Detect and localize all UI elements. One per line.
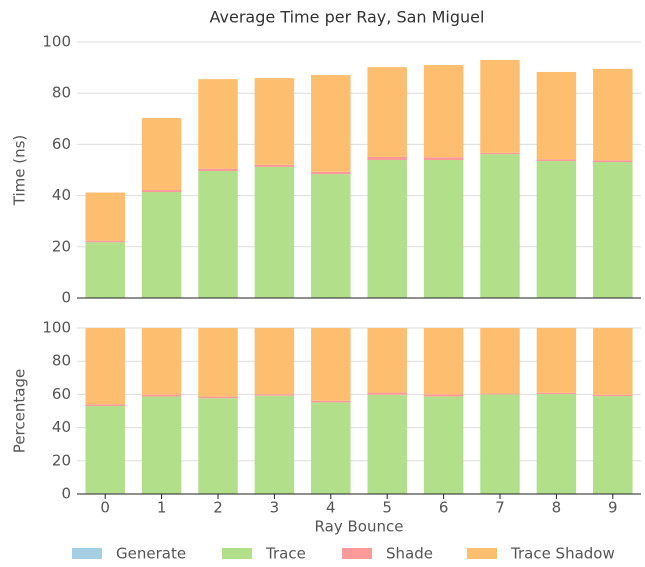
- y-tick-label: 20: [52, 237, 71, 255]
- y-tick-label: 60: [52, 385, 71, 403]
- bar-segment: [198, 79, 238, 169]
- bar-segment: [198, 328, 238, 397]
- x-tick-label: 6: [439, 499, 449, 517]
- bar-segment: [85, 404, 125, 407]
- y-tick-label: 80: [52, 84, 71, 102]
- legend-swatch: [222, 548, 252, 559]
- bar-segment: [198, 171, 238, 298]
- y-tick-label: 60: [52, 135, 71, 153]
- x-tick-label: 4: [326, 499, 336, 517]
- legend-swatch: [467, 548, 497, 559]
- bar-segment: [141, 394, 182, 397]
- bar-segment: [536, 392, 577, 395]
- chart-title: Average Time per Ray, San Miguel: [210, 8, 485, 27]
- bar-segment: [254, 394, 295, 396]
- bar-segment: [311, 402, 351, 494]
- bar-segment: [423, 65, 464, 158]
- legend-label: Generate: [116, 545, 186, 563]
- bar-segment: [593, 328, 633, 395]
- y-tick-label: 100: [42, 319, 71, 337]
- y-tick-label: 0: [61, 485, 71, 503]
- y-tick-label: 40: [52, 418, 71, 436]
- x-tick-label: 9: [608, 499, 618, 517]
- bar-segment: [254, 328, 295, 395]
- bar-segment: [480, 394, 520, 494]
- bar-segment: [311, 171, 351, 175]
- bar-segment: [85, 242, 125, 298]
- x-tick-label: 5: [382, 499, 392, 517]
- bar-segment: [480, 152, 520, 155]
- bar-segment: [141, 189, 182, 193]
- bar-segment: [367, 328, 407, 393]
- bar-segment: [423, 328, 464, 395]
- legend-swatch: [72, 548, 102, 559]
- bar-segment: [254, 395, 295, 494]
- bar-segment: [536, 328, 577, 393]
- bar-segment: [198, 396, 238, 399]
- y-tick-label: 100: [42, 33, 71, 51]
- bar-segment: [593, 68, 633, 161]
- y-tick-label: 20: [52, 451, 71, 469]
- bar-segment: [367, 394, 407, 494]
- bar-segment: [311, 328, 351, 401]
- bar-segment: [593, 162, 633, 298]
- bar-segment: [85, 406, 125, 494]
- x-tick-label: 0: [100, 499, 110, 517]
- bar-segment: [536, 71, 577, 160]
- bar-segment: [480, 154, 520, 298]
- y-tick-label: 0: [61, 289, 71, 307]
- x-tick-label: 2: [213, 499, 223, 517]
- x-tick-label: 7: [495, 499, 505, 517]
- bar-segment: [85, 240, 125, 243]
- bar-segment: [593, 396, 633, 494]
- x-tick-label: 8: [552, 499, 562, 517]
- bar-segment: [311, 400, 351, 403]
- bar-segment: [480, 393, 520, 395]
- y-tick-label: 80: [52, 352, 71, 370]
- bar-segment: [141, 328, 182, 395]
- bar-segment: [254, 78, 295, 165]
- bar-segment: [367, 67, 407, 157]
- bar-segment: [141, 118, 182, 190]
- bar-segment: [423, 157, 464, 161]
- bar-segment: [141, 192, 182, 298]
- bar-segment: [141, 396, 182, 494]
- legend-label: Trace Shadow: [510, 545, 615, 563]
- x-axis-label: Ray Bounce: [315, 518, 404, 536]
- bar-segment: [480, 328, 520, 394]
- bar-segment: [198, 168, 238, 172]
- bar-segment: [198, 398, 238, 494]
- bar-segment: [367, 160, 407, 298]
- bar-segment: [536, 161, 577, 298]
- bar-segment: [254, 164, 295, 167]
- bar-segment: [536, 159, 577, 162]
- bar-segment: [480, 59, 520, 153]
- bar-segment: [85, 328, 125, 405]
- legend-swatch: [342, 548, 372, 559]
- bar-segment: [367, 156, 407, 161]
- y-axis-label: Time (ns): [11, 135, 29, 207]
- legend-label: Shade: [386, 545, 433, 563]
- y-tick-label: 40: [52, 186, 71, 204]
- legend-label: Trace: [265, 545, 306, 563]
- bar-segment: [311, 75, 351, 172]
- y-axis-label: Percentage: [11, 369, 29, 453]
- bar-segment: [423, 160, 464, 298]
- x-tick-label: 3: [270, 499, 280, 517]
- bar-segment: [536, 394, 577, 494]
- bar-segment: [423, 396, 464, 494]
- x-tick-label: 1: [157, 499, 167, 517]
- bar-segment: [423, 394, 464, 397]
- bar-segment: [85, 192, 125, 241]
- bar-segment: [593, 160, 633, 163]
- bar-segment: [254, 166, 295, 298]
- bar-segment: [593, 394, 633, 397]
- bar-segment: [367, 392, 407, 395]
- bar-segment: [311, 174, 351, 298]
